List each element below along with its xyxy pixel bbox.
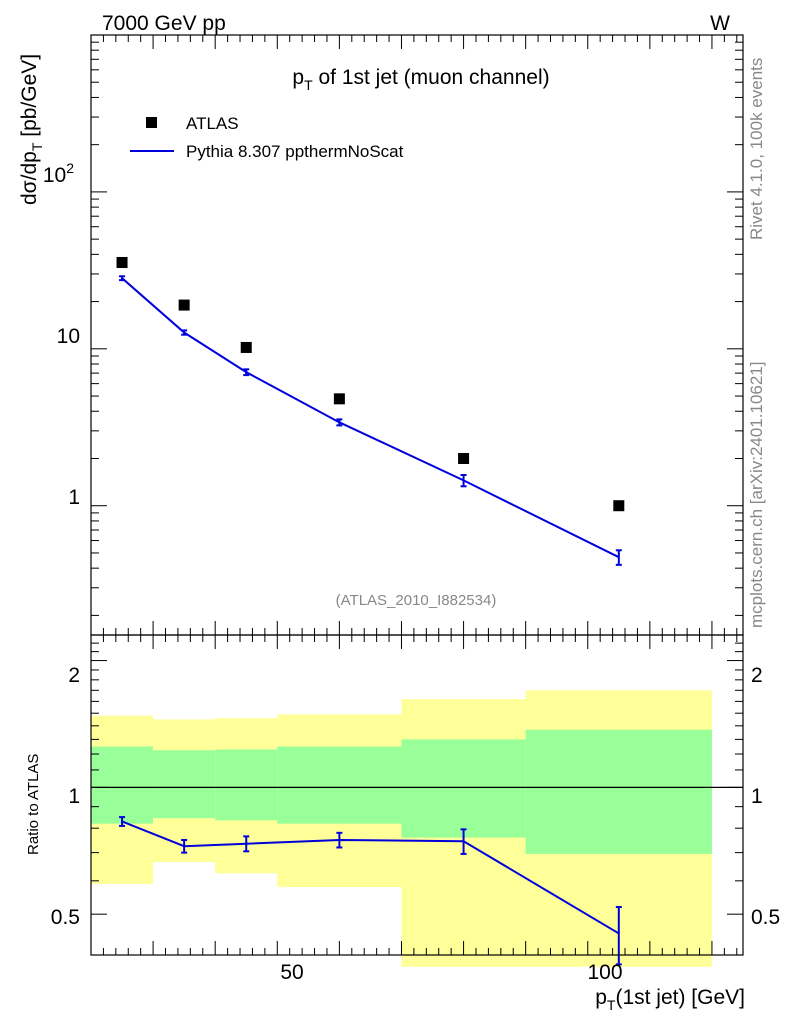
header-left: 7000 GeV pp	[102, 12, 226, 35]
data-point-1	[178, 299, 190, 311]
ratio-ytick-left-2: 2	[68, 664, 80, 687]
main-series	[116, 256, 625, 566]
rivet-label: Rivet 4.1.0, 100k events	[747, 58, 766, 240]
ratio-frame	[90, 634, 744, 956]
legend-data-marker	[146, 117, 157, 128]
xtick-label-100: 100	[587, 961, 622, 984]
legend-data-label: ATLAS	[186, 114, 239, 133]
x-axis-label: pT(1st jet) [GeV]	[595, 986, 745, 1013]
band-inner-3	[277, 746, 402, 824]
ratio-ytick-right-0.5: 0.5	[751, 906, 780, 929]
band-inner-2	[215, 749, 278, 821]
data-point-0	[116, 256, 128, 268]
ratio-ytick-right-1: 1	[751, 785, 763, 808]
data-point-4	[458, 452, 470, 464]
data-point-5	[613, 500, 625, 512]
ratio-ylabel: Ratio to ATLAS	[25, 754, 42, 855]
band-inner-5	[525, 729, 712, 854]
ratio-ytick-left-0.5: 0.5	[51, 906, 80, 929]
ytick-label-100: 102	[43, 160, 74, 187]
main-title: pT of 1st jet (muon channel)	[292, 66, 549, 93]
band-inner-0	[91, 746, 154, 824]
mc-line	[121, 277, 620, 559]
ratio-ytick-left-1: 1	[68, 785, 80, 808]
xtick-label-50: 50	[280, 961, 303, 984]
ytick-label-1: 1	[68, 486, 80, 509]
mcplots-label: mcplots.cern.ch [arXiv:2401.10621]	[747, 362, 766, 628]
ratio-ytick-right-2: 2	[751, 664, 763, 687]
data-point-2	[240, 341, 252, 353]
band-inner-1	[153, 750, 216, 819]
legend-mc-label: Pythia 8.307 ppthermNoScat	[186, 142, 404, 161]
ratio-series	[119, 816, 622, 966]
ytick-label-10: 10	[57, 325, 80, 348]
main-ylabel: dσ/dpT [pb/GeV]	[18, 54, 45, 205]
band-inner-4	[401, 739, 526, 838]
ratio-bands	[91, 690, 743, 967]
ratio-mc-line	[121, 820, 620, 935]
analysis-id: (ATLAS_2010_I882534)	[336, 592, 497, 609]
header-right: W	[710, 12, 730, 35]
data-point-3	[333, 393, 345, 405]
axes	[90, 35, 743, 956]
